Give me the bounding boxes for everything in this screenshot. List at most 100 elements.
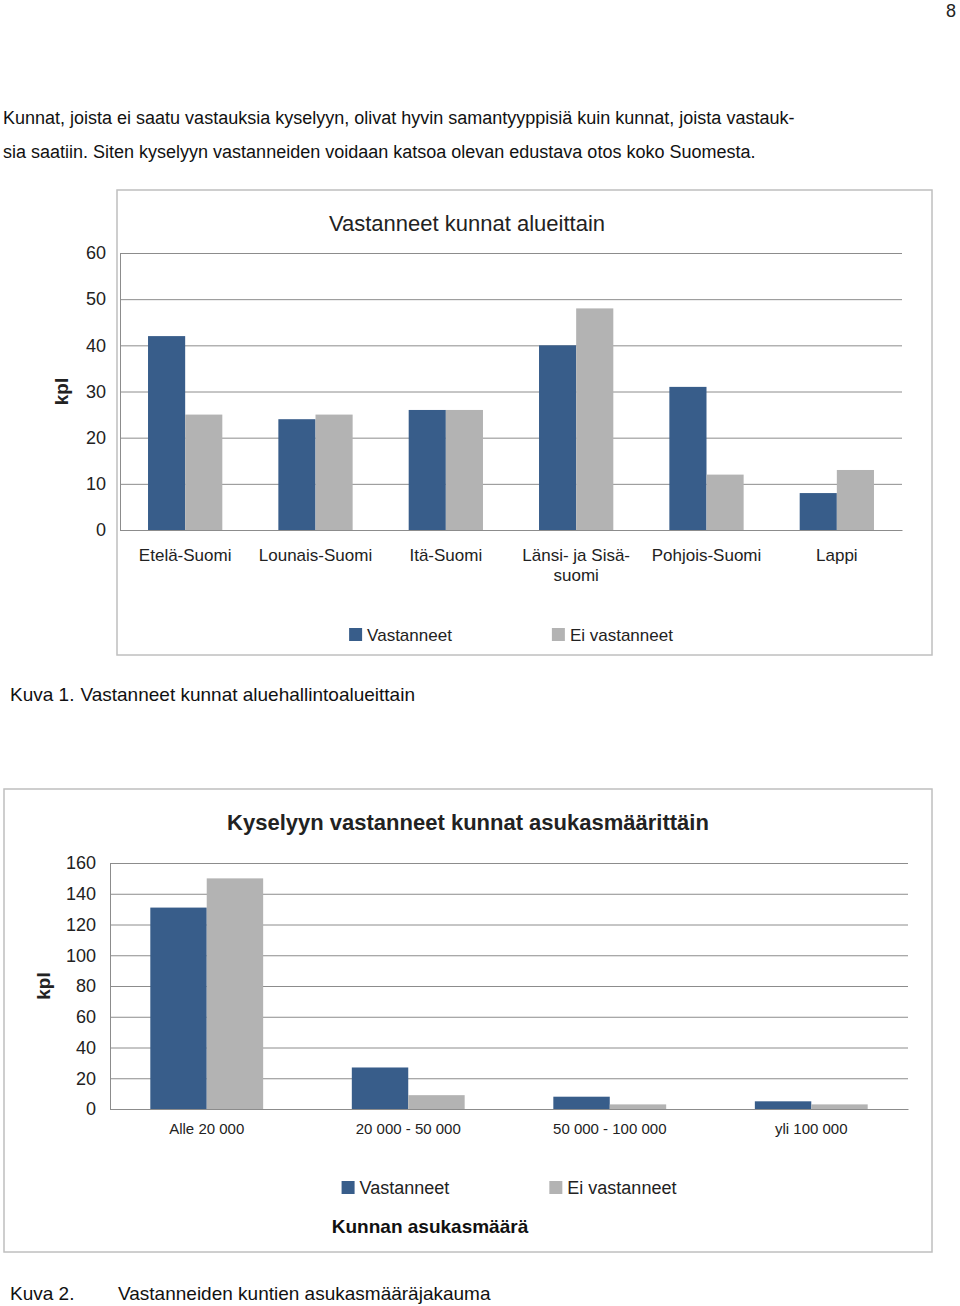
bar-series	[207, 878, 868, 1109]
caption-text: Vastanneet kunnat aluehallintoalueittain	[80, 684, 415, 705]
bar	[185, 415, 222, 530]
x-tick: Alle 20 000	[169, 1109, 244, 1137]
bar	[409, 410, 446, 530]
paragraph-line: sia saatiin. Siten kyselyyn vastanneiden…	[3, 142, 755, 162]
y-tick-label: 40	[76, 1038, 96, 1058]
x-tick-label: Lappi	[816, 546, 858, 565]
bar-series	[148, 336, 837, 530]
grid-line	[110, 863, 908, 864]
x-axis: Etelä-Suomi Lounais-Suomi Itä-Suomi Länsi- …	[121, 530, 903, 585]
x-tick: yli 100 000	[775, 1109, 848, 1137]
y-axis-line	[121, 254, 903, 531]
y-tick-label: 0	[86, 1099, 96, 1119]
legend-item: Vastanneet	[342, 1178, 450, 1198]
bars	[150, 878, 867, 1109]
y-tick-label: 30	[86, 382, 106, 402]
chart: 020406080100120140160Alle 20 00020 000 -…	[4, 789, 932, 1252]
bar	[148, 336, 185, 530]
y-tick-label: 20	[86, 428, 106, 448]
x-tick-label: Länsi- ja Sisä-suomi	[522, 546, 630, 585]
y-tick: 50	[86, 289, 902, 309]
page-number: 8	[946, 1, 956, 21]
tick-label-line: 20 000 - 50 000	[356, 1120, 461, 1137]
y-axis-line	[111, 864, 909, 1110]
bar	[408, 1095, 464, 1109]
bar	[837, 470, 874, 530]
bar	[811, 1104, 867, 1109]
legend-label: Ei vastanneet	[567, 1178, 676, 1198]
bar	[316, 415, 353, 530]
tick-label-line: Länsi- ja Sisä-	[522, 546, 630, 565]
bar	[278, 419, 315, 530]
chart-frame	[4, 789, 932, 1252]
y-tick-label: 40	[86, 336, 106, 356]
tick-label-line: Lounais-Suomi	[259, 546, 372, 565]
grid-line	[120, 438, 902, 439]
x-tick: Lounais-Suomi	[259, 530, 372, 565]
x-tick: 20 000 - 50 000	[356, 1109, 461, 1137]
y-tick-label: 0	[96, 520, 106, 540]
y-tick-label: 60	[76, 1007, 96, 1027]
x-tick-label: Etelä-Suomi	[139, 546, 232, 565]
y-tick-label: 160	[66, 853, 96, 873]
x-tick: Lappi	[816, 530, 858, 565]
x-tick-label: Lounais-Suomi	[259, 546, 372, 565]
tick-label-line: Pohjois-Suomi	[652, 546, 762, 565]
x-tick: 50 000 - 100 000	[553, 1109, 666, 1137]
tick-label-line: suomi	[553, 566, 598, 585]
bar	[150, 908, 206, 1109]
grid-line	[120, 530, 902, 531]
x-tick: Etelä-Suomi	[139, 530, 232, 565]
y-tick: 160	[66, 853, 908, 873]
legend-swatch	[549, 1181, 562, 1194]
x-axis-line	[111, 1109, 909, 1110]
tick-label-line: yli 100 000	[775, 1120, 848, 1137]
y-tick-label: 50	[86, 289, 106, 309]
y-tick: 40	[86, 336, 902, 356]
x-tick-label: Alle 20 000	[169, 1120, 244, 1137]
x-tick-label: 20 000 - 50 000	[356, 1120, 461, 1137]
legend-swatch	[349, 628, 362, 641]
y-tick-label: 10	[86, 474, 106, 494]
legend-swatch	[552, 628, 565, 641]
y-axis-title: kpl	[33, 972, 54, 999]
bars	[148, 308, 874, 530]
legend-label: Ei vastanneet	[570, 626, 673, 645]
grid-line	[120, 392, 902, 393]
bar	[553, 1097, 609, 1109]
chart-title: Kyselyyn vastanneet kunnat asukasmääritt…	[227, 810, 709, 835]
x-tick-label: 50 000 - 100 000	[553, 1120, 666, 1137]
x-tick: Pohjois-Suomi	[652, 530, 762, 565]
tick-label-line: Alle 20 000	[169, 1120, 244, 1137]
y-axis: 020406080100120140160	[66, 853, 908, 1119]
y-tick: 140	[66, 884, 908, 904]
y-axis-title: kpl	[51, 378, 72, 405]
y-axis: 0 10 20 30 40 50 60	[86, 243, 902, 540]
paragraph-line: Kunnat, joista ei saatu vastauksia kysel…	[3, 108, 794, 128]
x-tick: Itä-Suomi	[409, 530, 482, 565]
grid-line	[120, 299, 902, 300]
y-tick-label: 60	[86, 243, 106, 263]
bar	[446, 410, 483, 530]
legend-label: Vastanneet	[360, 1178, 450, 1198]
x-tick-label: Pohjois-Suomi	[652, 546, 762, 565]
y-tick: 60	[86, 243, 902, 263]
bar	[707, 475, 744, 530]
chart: 0 10 20 30 40 50 60 Etelä-Suomi Lounais-Suomi Itä…	[51, 190, 932, 655]
caption-label: Kuva 1.	[10, 684, 74, 705]
bar	[576, 308, 613, 530]
tick-label-line: 50 000 - 100 000	[553, 1120, 666, 1137]
y-tick-label: 20	[76, 1069, 96, 1089]
x-tick-label: Itä-Suomi	[409, 546, 482, 565]
page: 8 Kunnat, joista ei saatu vastauksia kyse…	[0, 0, 960, 1306]
bar	[800, 493, 837, 530]
bar	[539, 345, 576, 530]
legend-item: Ei vastanneet	[549, 1178, 676, 1198]
y-tick: 30	[86, 382, 902, 402]
y-tick-label: 80	[76, 976, 96, 996]
x-axis-line	[121, 530, 903, 531]
legend-swatch	[342, 1181, 355, 1194]
bar-series	[185, 308, 874, 530]
bar	[755, 1101, 811, 1109]
grid-line	[120, 484, 902, 485]
